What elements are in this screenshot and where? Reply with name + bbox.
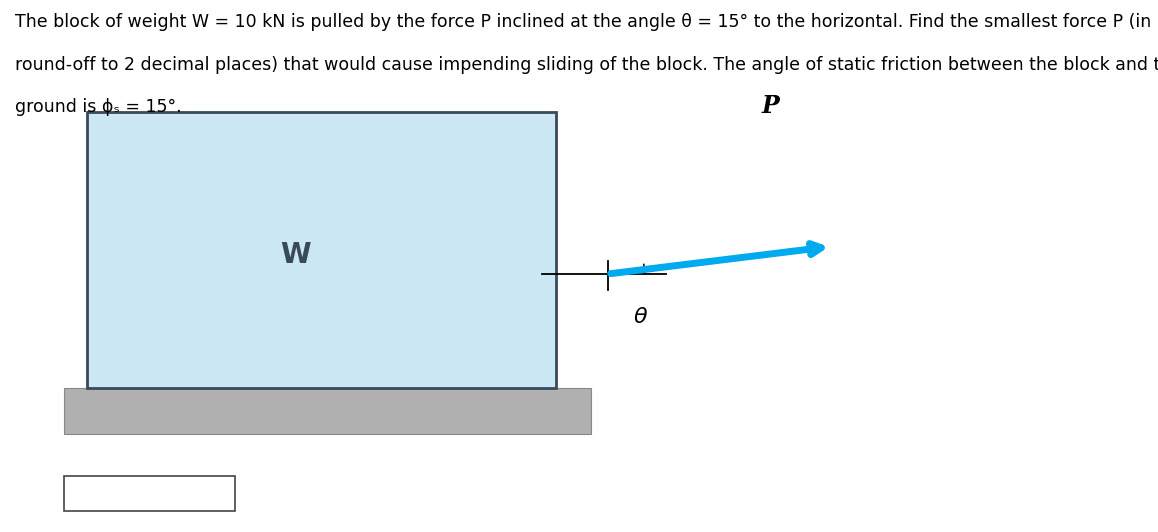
Text: round-off to 2 decimal places) that would cause impending sliding of the block. : round-off to 2 decimal places) that woul… (15, 56, 1158, 74)
Text: W: W (280, 242, 310, 269)
Bar (64, 388, 591, 434)
Bar (87, 112, 556, 388)
Text: ground is ϕₛ = 15°.: ground is ϕₛ = 15°. (15, 98, 182, 117)
Text: $\theta$: $\theta$ (632, 306, 648, 327)
Bar (64, 476, 235, 511)
Text: The block of weight W = 10 kN is pulled by the force P inclined at the angle θ =: The block of weight W = 10 kN is pulled … (15, 13, 1158, 31)
Text: P: P (761, 94, 779, 119)
